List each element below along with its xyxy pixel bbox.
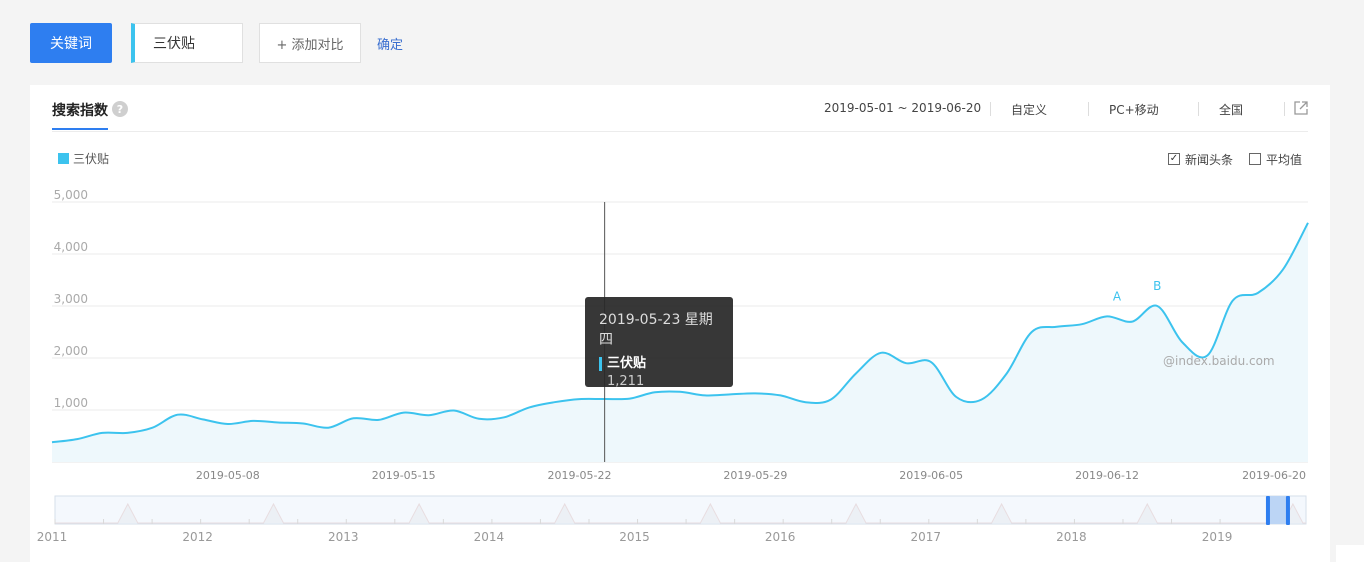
keyword-input[interactable]: 三伏贴	[131, 23, 243, 63]
legend-label[interactable]: 三伏贴	[73, 152, 110, 166]
device-select[interactable]: PC+移动	[1109, 103, 1159, 117]
tooltip-date: 2019-05-23 星期四	[599, 312, 713, 348]
filter-divider	[1198, 102, 1199, 116]
average-checkbox-label[interactable]: 平均值	[1266, 153, 1303, 167]
add-compare-button[interactable]: + 添加对比	[259, 23, 361, 63]
region-select[interactable]: 全国	[1219, 103, 1244, 117]
filter-divider	[1088, 102, 1089, 116]
tooltip-series: 三伏贴	[599, 357, 719, 371]
filter-divider	[990, 102, 991, 116]
tab-search-index[interactable]: 搜索指数	[52, 103, 108, 119]
date-range-picker[interactable]: 2019-05-01 ~ 2019-06-20	[824, 101, 982, 115]
tab-underline	[52, 128, 108, 130]
help-icon[interactable]: ?	[112, 101, 128, 117]
custom-range-button[interactable]: 自定义	[1011, 103, 1048, 117]
average-checkbox[interactable]	[1249, 153, 1261, 165]
confirm-link[interactable]: 确定	[377, 38, 404, 53]
header-divider	[52, 131, 1308, 132]
news-checkbox[interactable]: ✓	[1168, 153, 1180, 165]
corner-widget[interactable]	[1336, 545, 1364, 562]
hover-tooltip: 2019-05-23 星期四 三伏贴 1,211	[585, 297, 733, 389]
keyword-button[interactable]: 关键词	[30, 23, 112, 63]
watermark: @index.baidu.com	[1163, 354, 1275, 368]
news-checkbox-label[interactable]: 新闻头条	[1185, 153, 1234, 167]
legend-swatch	[58, 153, 69, 164]
export-icon[interactable]	[1294, 101, 1308, 115]
top-toolbar: 关键词 三伏贴 + 添加对比 确定	[0, 0, 1364, 85]
tooltip-value: 1,211	[607, 374, 645, 389]
filter-divider	[1284, 102, 1285, 116]
